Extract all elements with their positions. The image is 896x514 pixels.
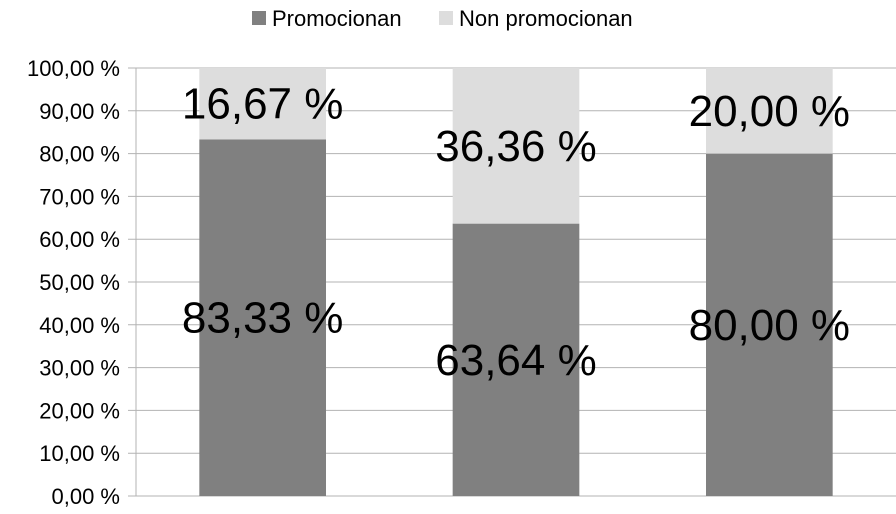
data-label-non-promocionan-2: 36,36 %	[435, 122, 596, 171]
data-label-non-promocionan-3: 20,00 %	[689, 87, 850, 136]
legend-label-promocionan: Promocionan	[272, 6, 402, 31]
legend-swatch-promocionan	[252, 11, 266, 25]
data-label-promocionan-3: 80,00 %	[689, 301, 850, 350]
bar-non-promocionan-2	[452, 68, 580, 224]
data-labels: 83,33 % 16,67 % 63,64 % 36,36 % 80,00 % 20,00…	[182, 80, 850, 385]
y-axis: 0,00 % 10,00 % 20,00 % 30,00 % 40,00 % 50,00 …	[27, 56, 137, 509]
bar-promocionan-2	[452, 223, 580, 497]
bars	[199, 68, 833, 497]
y-tick-label: 100,00 %	[27, 56, 120, 81]
y-tick-label: 60,00 %	[39, 227, 120, 252]
data-label-promocionan-2: 63,64 %	[435, 336, 596, 385]
y-tick-label: 50,00 %	[39, 270, 120, 295]
bar-promocionan-1	[199, 139, 326, 496]
data-label-non-promocionan-1: 16,67 %	[182, 80, 343, 129]
legend: Promocionan Non promocionan	[252, 6, 633, 31]
y-tick-label: 40,00 %	[39, 313, 120, 338]
data-label-promocionan-1: 83,33 %	[182, 294, 343, 343]
y-tick-label: 10,00 %	[39, 441, 120, 466]
bar-non-promocionan-1	[199, 68, 326, 140]
y-tick-label: 30,00 %	[39, 356, 120, 381]
y-tick-label: 70,00 %	[39, 184, 120, 209]
bar-non-promocionan-3	[706, 68, 833, 154]
y-tick-label: 90,00 %	[39, 99, 120, 124]
legend-swatch-non-promocionan	[439, 11, 453, 25]
y-tick-label: 80,00 %	[39, 142, 120, 167]
bar-promocionan-3	[706, 153, 833, 496]
y-tick-label: 0,00 %	[52, 484, 121, 509]
y-tick-label: 20,00 %	[39, 398, 120, 423]
legend-label-non-promocionan: Non promocionan	[459, 6, 633, 31]
